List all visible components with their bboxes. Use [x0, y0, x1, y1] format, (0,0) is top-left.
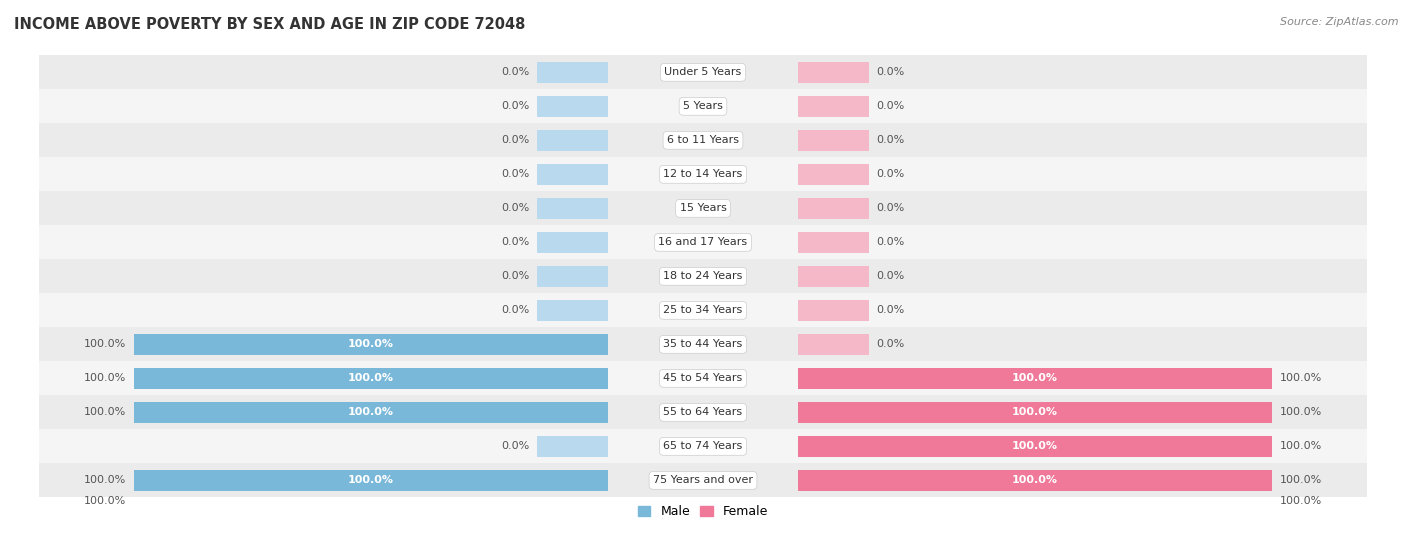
- Text: 100.0%: 100.0%: [1012, 408, 1059, 418]
- Bar: [797, 368, 1272, 389]
- Text: 0.0%: 0.0%: [502, 271, 530, 281]
- Bar: [537, 436, 609, 457]
- Text: 100.0%: 100.0%: [84, 408, 127, 418]
- Text: 0.0%: 0.0%: [876, 135, 904, 145]
- Bar: [39, 328, 1367, 361]
- Text: 45 to 54 Years: 45 to 54 Years: [664, 373, 742, 383]
- Legend: Male, Female: Male, Female: [633, 500, 773, 523]
- Text: 0.0%: 0.0%: [876, 271, 904, 281]
- Text: 0.0%: 0.0%: [502, 203, 530, 214]
- Bar: [797, 300, 869, 320]
- Bar: [134, 368, 609, 389]
- Bar: [537, 164, 609, 184]
- Text: 55 to 64 Years: 55 to 64 Years: [664, 408, 742, 418]
- Bar: [537, 266, 609, 287]
- Text: 0.0%: 0.0%: [876, 203, 904, 214]
- Text: 12 to 14 Years: 12 to 14 Years: [664, 169, 742, 179]
- Text: 0.0%: 0.0%: [876, 339, 904, 349]
- Text: 0.0%: 0.0%: [876, 67, 904, 77]
- Text: 15 Years: 15 Years: [679, 203, 727, 214]
- Bar: [797, 470, 1272, 491]
- Bar: [39, 429, 1367, 463]
- Text: Under 5 Years: Under 5 Years: [665, 67, 741, 77]
- Text: 0.0%: 0.0%: [876, 101, 904, 111]
- Bar: [134, 402, 609, 423]
- Text: 100.0%: 100.0%: [347, 408, 394, 418]
- Text: 25 to 34 Years: 25 to 34 Years: [664, 305, 742, 315]
- Bar: [797, 436, 1272, 457]
- Bar: [39, 191, 1367, 225]
- Bar: [537, 96, 609, 116]
- Text: 100.0%: 100.0%: [1279, 496, 1322, 506]
- Text: 0.0%: 0.0%: [502, 101, 530, 111]
- Text: 100.0%: 100.0%: [84, 475, 127, 485]
- Text: 5 Years: 5 Years: [683, 101, 723, 111]
- Bar: [537, 232, 609, 253]
- Bar: [797, 164, 869, 184]
- Bar: [797, 96, 869, 116]
- Bar: [39, 463, 1367, 498]
- Text: 75 Years and over: 75 Years and over: [652, 475, 754, 485]
- Text: 0.0%: 0.0%: [502, 305, 530, 315]
- Bar: [39, 395, 1367, 429]
- Bar: [797, 402, 1272, 423]
- Text: 100.0%: 100.0%: [1012, 475, 1059, 485]
- Text: 0.0%: 0.0%: [876, 238, 904, 248]
- Text: INCOME ABOVE POVERTY BY SEX AND AGE IN ZIP CODE 72048: INCOME ABOVE POVERTY BY SEX AND AGE IN Z…: [14, 17, 526, 32]
- Bar: [797, 334, 869, 354]
- Bar: [39, 55, 1367, 89]
- Bar: [537, 198, 609, 219]
- Bar: [797, 62, 869, 83]
- Bar: [537, 62, 609, 83]
- Bar: [39, 124, 1367, 157]
- Text: 100.0%: 100.0%: [1279, 408, 1322, 418]
- Text: 100.0%: 100.0%: [347, 339, 394, 349]
- Text: 0.0%: 0.0%: [502, 135, 530, 145]
- Bar: [797, 266, 869, 287]
- Bar: [39, 293, 1367, 328]
- Text: 0.0%: 0.0%: [502, 169, 530, 179]
- Text: 100.0%: 100.0%: [84, 339, 127, 349]
- Text: 35 to 44 Years: 35 to 44 Years: [664, 339, 742, 349]
- Text: 100.0%: 100.0%: [1012, 442, 1059, 452]
- Text: 18 to 24 Years: 18 to 24 Years: [664, 271, 742, 281]
- Text: 0.0%: 0.0%: [876, 305, 904, 315]
- Bar: [797, 198, 869, 219]
- Text: Source: ZipAtlas.com: Source: ZipAtlas.com: [1281, 17, 1399, 27]
- Bar: [39, 89, 1367, 124]
- Text: 100.0%: 100.0%: [1279, 475, 1322, 485]
- Bar: [134, 470, 609, 491]
- Text: 100.0%: 100.0%: [347, 373, 394, 383]
- Bar: [39, 259, 1367, 293]
- Text: 65 to 74 Years: 65 to 74 Years: [664, 442, 742, 452]
- Text: 100.0%: 100.0%: [84, 373, 127, 383]
- Text: 100.0%: 100.0%: [84, 496, 127, 506]
- Text: 6 to 11 Years: 6 to 11 Years: [666, 135, 740, 145]
- Text: 100.0%: 100.0%: [1012, 373, 1059, 383]
- Text: 100.0%: 100.0%: [1279, 442, 1322, 452]
- Bar: [797, 232, 869, 253]
- Bar: [134, 334, 609, 354]
- Text: 16 and 17 Years: 16 and 17 Years: [658, 238, 748, 248]
- Text: 100.0%: 100.0%: [347, 475, 394, 485]
- Text: 0.0%: 0.0%: [502, 238, 530, 248]
- Text: 0.0%: 0.0%: [876, 169, 904, 179]
- Bar: [537, 300, 609, 320]
- Bar: [39, 225, 1367, 259]
- Text: 0.0%: 0.0%: [502, 67, 530, 77]
- Bar: [39, 157, 1367, 191]
- Bar: [537, 130, 609, 150]
- Bar: [797, 130, 869, 150]
- Bar: [39, 361, 1367, 395]
- Text: 100.0%: 100.0%: [1279, 373, 1322, 383]
- Text: 0.0%: 0.0%: [502, 442, 530, 452]
